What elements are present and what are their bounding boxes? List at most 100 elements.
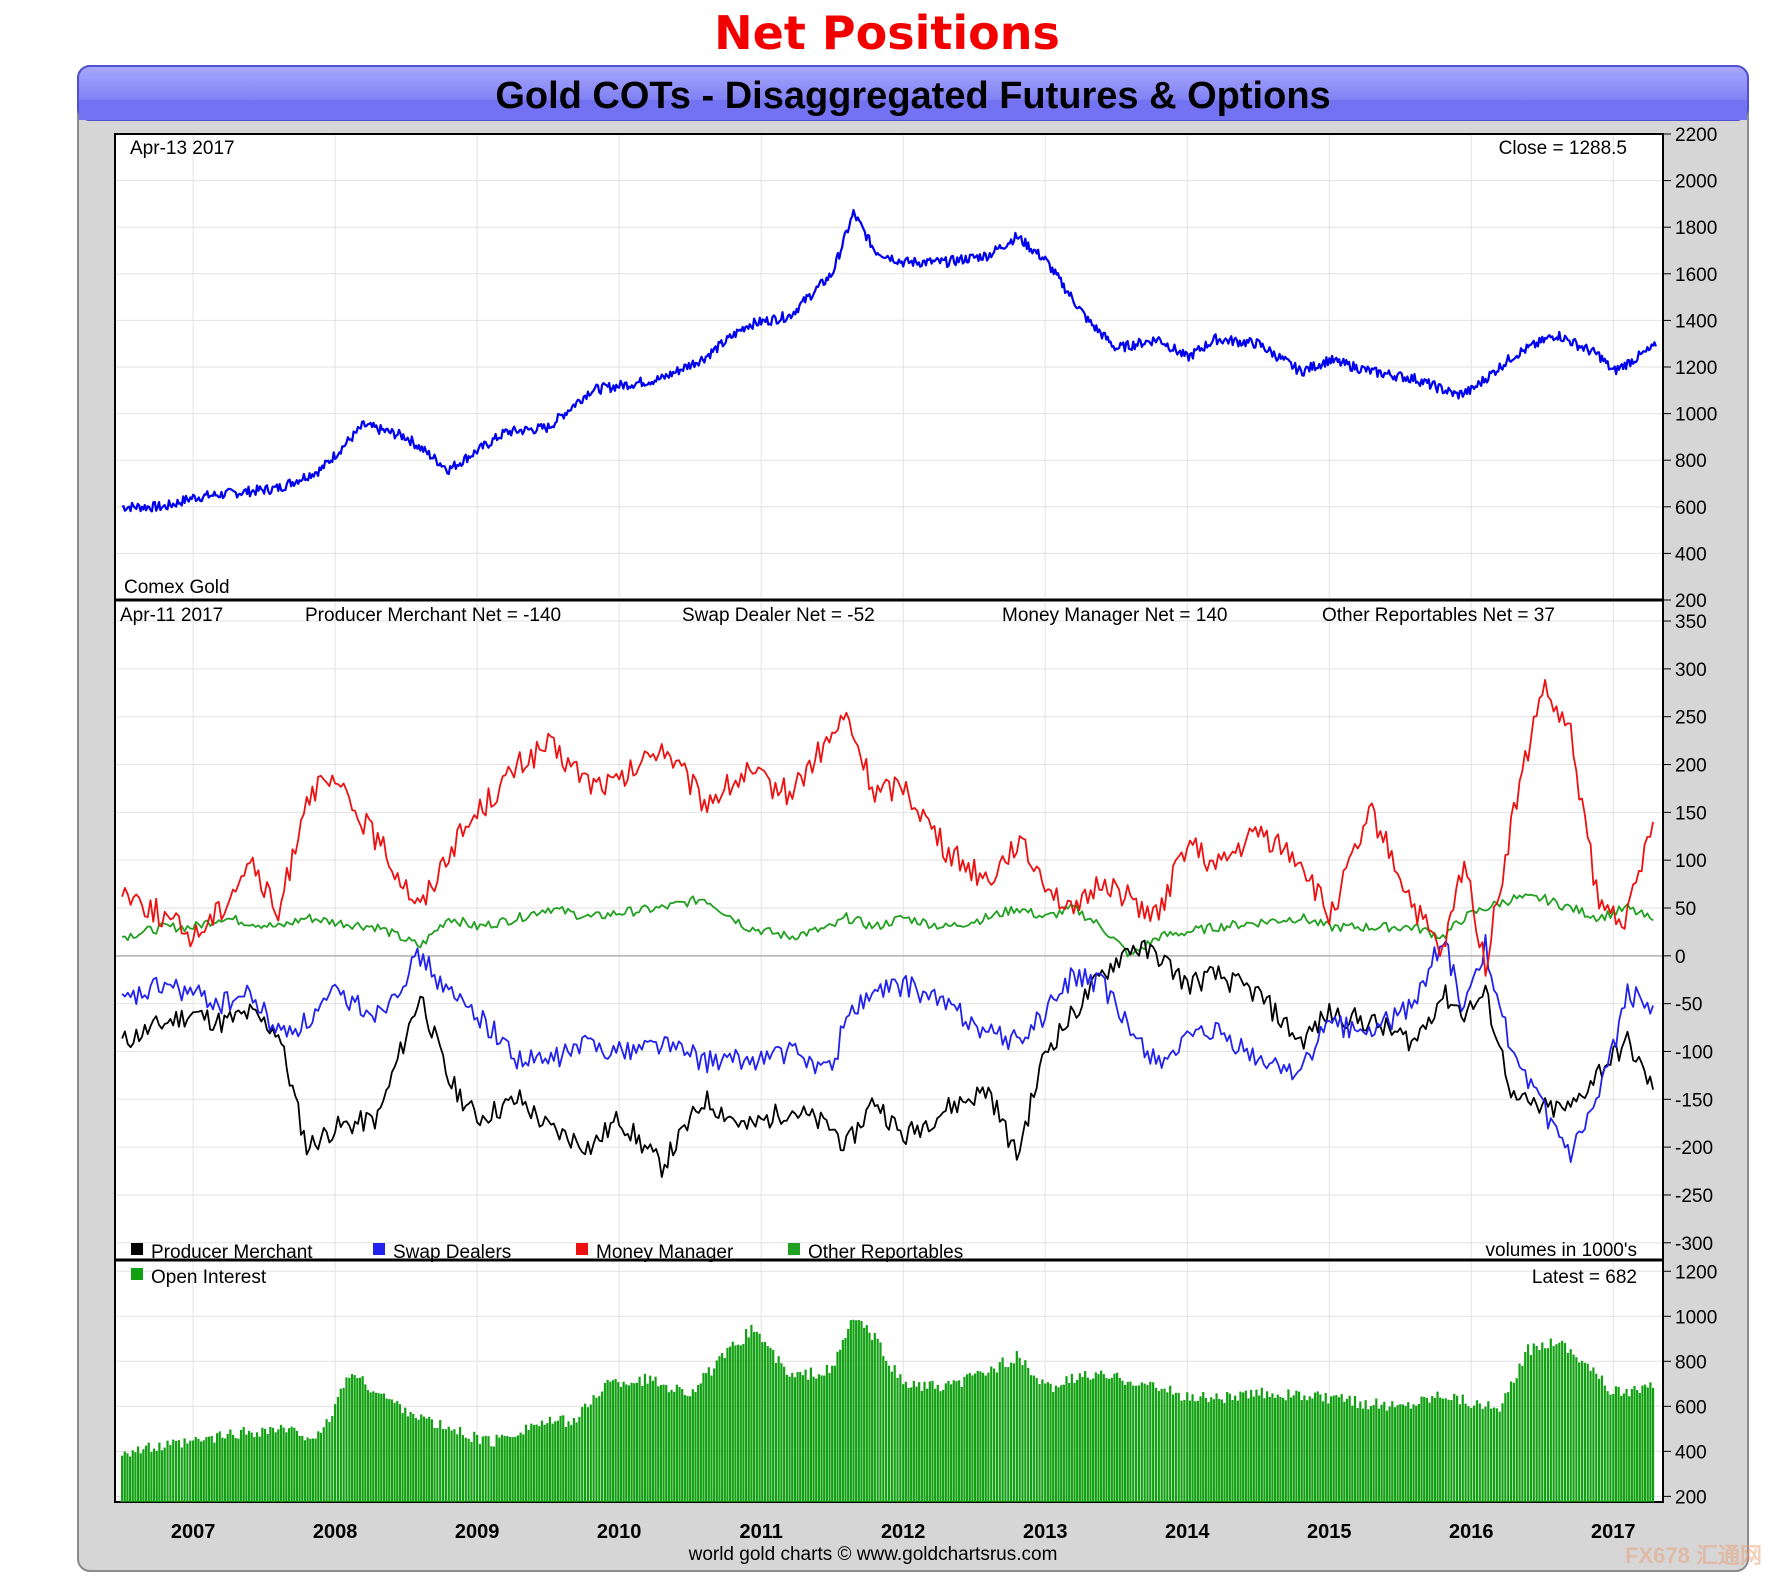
oi-bar (524, 1424, 528, 1502)
oi-bar (237, 1438, 240, 1502)
oi-bar (750, 1324, 753, 1502)
oi-bar (412, 1413, 415, 1502)
price-date: Apr-13 2017 (130, 138, 235, 159)
oi-bar (1484, 1406, 1487, 1502)
oi-bar (382, 1393, 386, 1502)
oi-bar (855, 1320, 858, 1502)
oi-bar (218, 1431, 221, 1502)
ticks: 2007 2008 2009 2010 2011 2012 2013 2014 2015 2016… (171, 125, 1717, 1543)
oi-bar (801, 1375, 805, 1502)
oi-bar (1555, 1344, 1558, 1502)
oi-bar (633, 1383, 636, 1502)
oi-bar (414, 1418, 418, 1502)
oi-bar (1385, 1410, 1389, 1502)
oi-bar (1177, 1392, 1180, 1502)
oi-bar (144, 1445, 148, 1502)
oi-bar (1157, 1391, 1160, 1502)
oi-bar (697, 1384, 700, 1502)
oi-bar (899, 1374, 902, 1502)
oi-bar (601, 1391, 604, 1502)
producer-merchant-line (121, 939, 1654, 1178)
oi-bar (1535, 1345, 1538, 1502)
oi-bar (809, 1367, 812, 1502)
oi-bar (358, 1377, 362, 1502)
oi-bar (625, 1384, 628, 1502)
oi-bar (950, 1384, 953, 1502)
oi-bar (393, 1402, 396, 1502)
oi-bar (1329, 1396, 1333, 1502)
oi-bar (860, 1320, 863, 1502)
oi-bar (1509, 1381, 1513, 1502)
legend-money: Money Manager (596, 1242, 734, 1263)
oi-bar (258, 1436, 261, 1502)
oi-bar (1609, 1394, 1612, 1502)
producer-net-label: Producer Merchant Net = -140 (305, 605, 561, 626)
oi-bar (1558, 1342, 1561, 1502)
oi-bar (311, 1438, 315, 1502)
oi-bar (1118, 1377, 1121, 1502)
oi-bar (1455, 1395, 1459, 1502)
oi-bar (926, 1388, 929, 1502)
oi-bar (356, 1378, 359, 1502)
oi-bar (1420, 1396, 1423, 1502)
oi-bar (1242, 1392, 1245, 1502)
oi-bar (546, 1423, 549, 1502)
oi-bar (470, 1441, 473, 1502)
oi-bar (556, 1420, 560, 1502)
oi-bar (1140, 1382, 1143, 1502)
legend-swatch-producer (131, 1243, 143, 1255)
watermark-logo: FX678 汇通网 (1625, 1543, 1762, 1568)
oi-bar (1532, 1343, 1535, 1502)
oi-bar (473, 1431, 476, 1502)
oi-bar (823, 1375, 826, 1502)
oi-bar (799, 1371, 802, 1502)
oi-bar (589, 1404, 592, 1502)
oi-bar (721, 1352, 724, 1502)
oi-bar (210, 1436, 213, 1502)
oi-bar (1583, 1362, 1586, 1502)
money-net-label: Money Manager Net = 140 (1002, 605, 1228, 626)
oi-bar (651, 1380, 654, 1502)
oi-bar (1215, 1393, 1218, 1502)
net-tick-label: -150 (1675, 1090, 1713, 1111)
price-tick-label: 1200 (1675, 358, 1717, 379)
oi-bar (857, 1320, 860, 1502)
oi-bar (1124, 1384, 1127, 1502)
oi-bar (747, 1337, 750, 1502)
oi-bar (774, 1363, 778, 1502)
oi-bar (177, 1440, 181, 1502)
net-tick-label: 250 (1675, 708, 1707, 729)
oi-bar (1481, 1408, 1484, 1502)
oi-bar (1467, 1406, 1470, 1502)
oi-bar (1544, 1348, 1547, 1502)
oi-bar (611, 1380, 615, 1502)
oi-bar (780, 1363, 783, 1502)
oi-bar (955, 1381, 958, 1502)
oi-bar (1092, 1378, 1095, 1502)
oi-bar (667, 1392, 670, 1502)
oi-bar (131, 1450, 134, 1502)
oi-bar (1186, 1392, 1189, 1502)
oi-bar (1007, 1367, 1010, 1502)
oi-bar (495, 1434, 498, 1502)
oi-bar (1316, 1391, 1319, 1502)
oi-bar (285, 1432, 288, 1502)
oi-bar (1521, 1365, 1524, 1502)
oi-bar (614, 1379, 617, 1502)
oi-bar (199, 1441, 203, 1502)
oi-bar (1180, 1400, 1183, 1502)
oi-bar (635, 1382, 639, 1502)
oi-bar (1630, 1388, 1633, 1502)
oi-bar (847, 1328, 850, 1502)
oi-bar (535, 1424, 538, 1502)
oi-bar (406, 1416, 410, 1502)
oi-bar (1441, 1398, 1444, 1502)
oi-bar (1569, 1349, 1572, 1502)
oi-bar (404, 1407, 407, 1502)
oi-bar (266, 1434, 269, 1502)
oi-bar (226, 1433, 229, 1502)
oi-bar (1518, 1363, 1521, 1502)
oi-bar (654, 1376, 657, 1502)
oi-bar (915, 1386, 918, 1502)
oi-bar (1234, 1395, 1237, 1502)
